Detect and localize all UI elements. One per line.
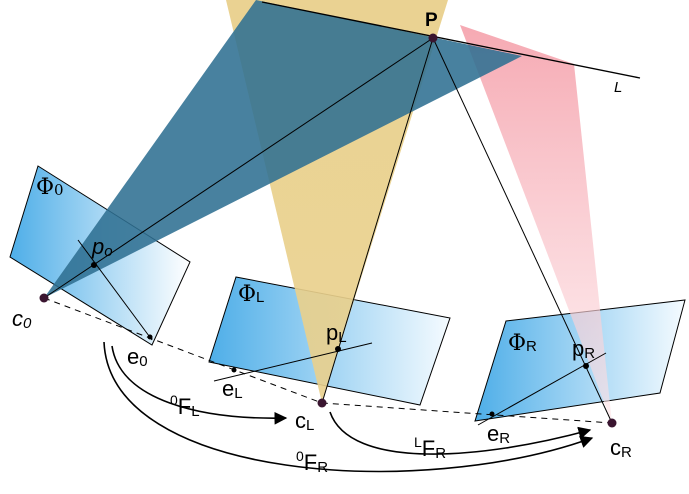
label-P: P (425, 10, 438, 31)
arrow-F0R (103, 341, 594, 473)
label-p0: po (91, 234, 113, 260)
camera-center-cL (317, 398, 327, 408)
dot-eL (231, 367, 237, 373)
cone-0-blue (44, 0, 522, 298)
label-phiL: ΦL (238, 282, 264, 307)
label-F0L: 0FL (170, 392, 200, 420)
cone-right-pink (460, 25, 612, 423)
ray-P-cR (432, 37, 613, 424)
dot-pR (583, 363, 589, 369)
label-c0: c0 (12, 306, 32, 332)
point-P-marker (428, 33, 438, 43)
dot-e0 (147, 334, 153, 340)
label-FLR: LFR (414, 434, 446, 462)
label-pL: pL (326, 320, 347, 346)
label-phiR: ΦR (508, 331, 537, 356)
image-plane-R (474, 299, 686, 422)
camera-center-cR (607, 418, 617, 428)
camera-center-c0 (39, 293, 49, 303)
label-eR: eR (487, 421, 510, 447)
arrow-F0L (111, 345, 288, 425)
label-cR: cR (610, 435, 632, 461)
label-phi0: Φ0 (36, 175, 64, 200)
ray-P-c0 (43, 37, 434, 299)
epipolar-line-0 (77, 239, 153, 341)
epipolar-line-L (213, 342, 373, 382)
arrow-FLR (329, 411, 592, 455)
label-pR: pR (572, 336, 595, 362)
dot-eR (489, 411, 495, 417)
dot-pL (335, 346, 341, 352)
ray-P-cL (321, 37, 434, 404)
label-L: L (614, 79, 622, 96)
label-eL: eL (222, 376, 243, 402)
label-cL: cL (295, 408, 314, 434)
label-F0R: 0FR (296, 448, 328, 476)
label-e0: e0 (127, 344, 148, 370)
dot-p0 (91, 262, 97, 268)
line-L (261, 1, 641, 79)
